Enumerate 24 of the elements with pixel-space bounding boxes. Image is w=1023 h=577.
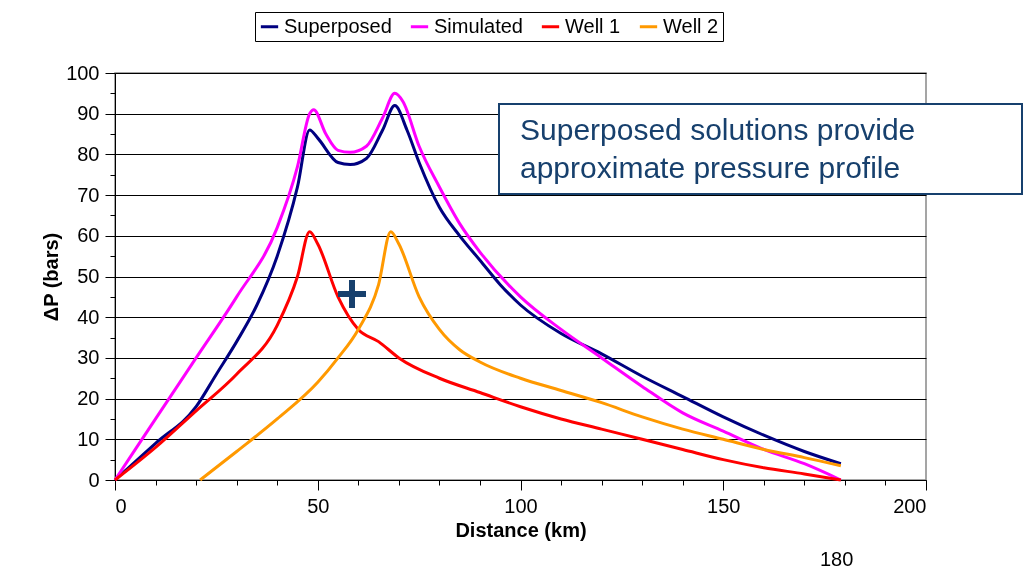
- y-tick-label: 90: [77, 102, 100, 125]
- x-tick-label: 50: [307, 494, 330, 517]
- x-axis-title: Distance (km): [455, 518, 587, 541]
- y-tick-label: 100: [66, 61, 100, 84]
- y-tick-label: 10: [77, 427, 100, 450]
- y-tick-label: 30: [77, 346, 100, 369]
- x-tick-label: 200: [893, 494, 927, 517]
- legend-label: Superposed: [284, 14, 392, 37]
- y-tick-label: 70: [77, 183, 100, 206]
- x-tick-label: 100: [504, 494, 538, 517]
- y-axis-title: ΔP (bars): [40, 232, 63, 322]
- legend-label: Well 2: [663, 14, 719, 37]
- text: 180: [820, 548, 854, 571]
- y-tick-label: 50: [77, 265, 100, 287]
- y-tick-label: 40: [77, 305, 100, 328]
- legend-label: Well 1: [565, 14, 621, 37]
- y-tick-label: 20: [77, 387, 100, 410]
- y-tick-label: 60: [77, 224, 100, 247]
- x-tick-label: 150: [707, 494, 741, 517]
- legend-label: Simulated: [434, 14, 523, 37]
- y-tick-label: 80: [77, 142, 100, 165]
- y-tick-label: 0: [88, 468, 100, 491]
- callout-box: Superposed solutions provide approximate pressure profile: [498, 103, 1023, 195]
- x-tick-label: 0: [115, 494, 127, 517]
